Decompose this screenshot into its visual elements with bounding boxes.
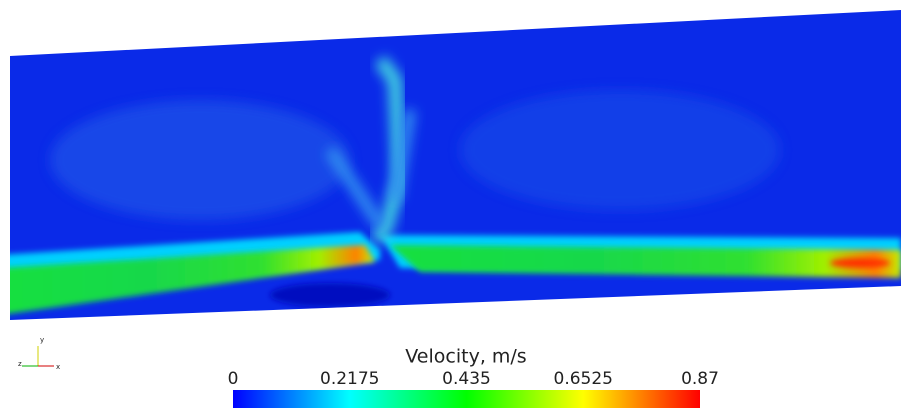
colorbar-tick-label: 0.87 xyxy=(681,369,719,389)
colorbar-tick-label: 0.6525 xyxy=(554,369,613,389)
triad-label: x xyxy=(56,363,60,371)
colorbar xyxy=(233,390,700,408)
axes-triad: y z x xyxy=(18,336,60,371)
colorbar-tick-label: 0.2175 xyxy=(320,369,379,389)
flow-field xyxy=(0,0,901,330)
colorbar-title: Velocity, m/s xyxy=(405,346,526,368)
triad-label: y xyxy=(40,336,44,344)
colorbar-tick-label: 0 xyxy=(228,369,239,389)
viewport: y z x Velocity, m/s 0 0.2175 0.435 0.6525 0.… xyxy=(0,0,901,408)
page: y z x Velocity, m/s 0 0.2175 0.435 0.6525 0.… xyxy=(0,0,901,408)
colorbar-tick-label: 0.435 xyxy=(442,369,491,389)
triad-label: z xyxy=(18,360,22,368)
